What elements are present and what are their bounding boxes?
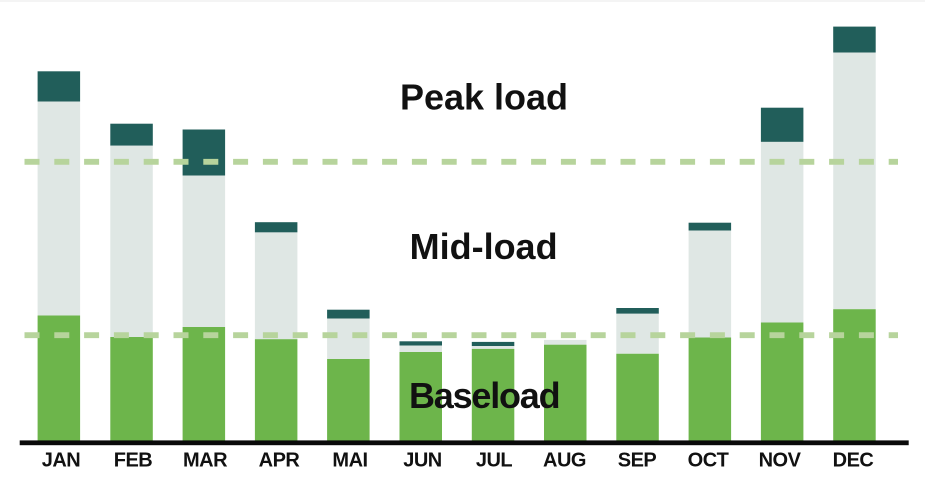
svg-text:Peak load: Peak load	[400, 76, 568, 117]
svg-text:MAI: MAI	[332, 450, 367, 472]
svg-text:AUG: AUG	[543, 450, 586, 472]
svg-text:MAR: MAR	[183, 450, 228, 472]
svg-text:JUL: JUL	[476, 450, 513, 472]
svg-text:DEC: DEC	[833, 450, 874, 472]
svg-text:JUN: JUN	[403, 450, 442, 472]
svg-text:OCT: OCT	[688, 450, 729, 472]
svg-text:NOV: NOV	[759, 450, 802, 472]
svg-text:FEB: FEB	[114, 450, 153, 472]
svg-text:Baseload: Baseload	[409, 375, 559, 416]
svg-text:JAN: JAN	[42, 450, 81, 472]
svg-text:Mid-load: Mid-load	[410, 226, 558, 267]
svg-text:APR: APR	[259, 450, 301, 472]
svg-text:SEP: SEP	[618, 450, 657, 472]
